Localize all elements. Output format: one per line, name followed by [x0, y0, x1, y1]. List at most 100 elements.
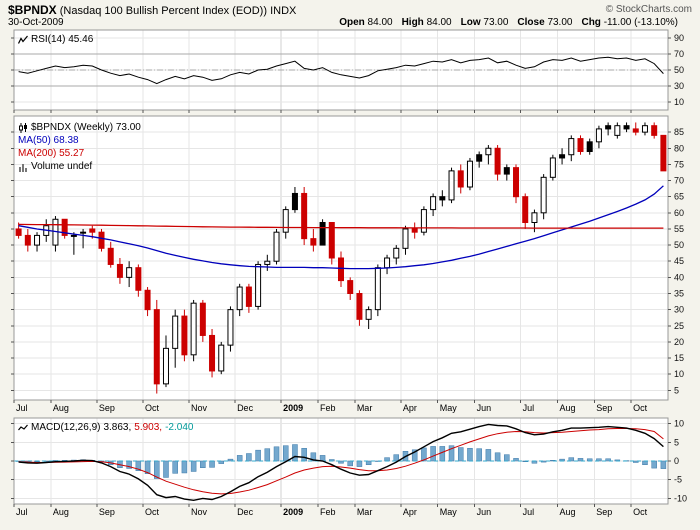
month-label: Aug — [559, 507, 575, 517]
candle-body — [70, 234, 77, 237]
month-label: Aug — [559, 403, 575, 413]
main-symbol-label: $BPNDX (Weekly) 73.00 — [31, 122, 141, 133]
quote-close-value: 73.00 — [547, 17, 573, 28]
candle-body — [448, 170, 455, 201]
month-label: 2009 — [283, 507, 303, 517]
rsi-ytick-label: 90 — [674, 33, 684, 43]
candle-body — [420, 209, 427, 233]
quote-chg-label: Chg — [581, 17, 601, 28]
candle-body — [126, 267, 133, 278]
rsi-label: RSI(14) 45.46 — [31, 34, 94, 45]
macd-histogram-bar — [282, 445, 289, 462]
macd-histogram-bar — [660, 460, 667, 469]
rsi-line — [18, 56, 664, 85]
candle-body — [522, 196, 529, 224]
macd-histogram-bar — [476, 448, 482, 462]
main-ytick-label: 60 — [674, 208, 684, 218]
month-label: Nov — [191, 507, 208, 517]
macd-histogram-bar — [292, 444, 298, 462]
candle-body — [356, 293, 363, 320]
candle-body — [310, 238, 317, 246]
quote-low: Low 73.00 — [461, 17, 509, 28]
quote-high-value: 84.00 — [426, 17, 452, 28]
macd-histogram-bar — [642, 460, 648, 465]
candle-body — [568, 138, 575, 156]
ma200-label: MA(200) 55.27 — [18, 148, 85, 159]
candle-body — [338, 257, 344, 282]
rsi-ytick-label: 30 — [674, 81, 684, 91]
macd-ytick-label: 0 — [674, 456, 679, 466]
month-label: Sep — [596, 507, 612, 517]
macd-histogram-bar — [430, 446, 436, 462]
main-ytick-label: 55 — [674, 224, 684, 234]
macd-histogram-bar — [365, 460, 372, 465]
month-label: May — [440, 507, 458, 517]
candle-body — [485, 147, 492, 156]
quote-open-value: 84.00 — [367, 17, 393, 28]
rsi-ytick-label: 50 — [674, 65, 684, 75]
main-ytick-label: 80 — [674, 143, 684, 153]
candle-body — [89, 228, 96, 233]
rsi-legend: RSI(14) 45.46 — [18, 33, 93, 46]
macd-histogram-bar — [218, 460, 225, 464]
month-label: Jun — [477, 403, 492, 413]
main-ytick-label: 15 — [674, 353, 684, 363]
candle-body — [255, 263, 262, 307]
main-legend: $BPNDX (Weekly) 73.00 MA(50) 68.38 MA(20… — [18, 121, 141, 173]
month-label: Sep — [99, 403, 115, 413]
candle-body — [245, 286, 252, 307]
month-label: Jul — [16, 403, 28, 413]
macd-hist-value: -2.040 — [165, 422, 194, 433]
candle-body — [393, 247, 400, 259]
candle-body — [595, 128, 602, 143]
macd-histogram-bar — [347, 460, 353, 467]
month-label: Sep — [596, 403, 612, 413]
month-label: Apr — [403, 507, 417, 517]
macd-value: 3.863, — [103, 422, 132, 433]
macd-ytick-label: 10 — [674, 419, 684, 429]
candle-body — [291, 192, 298, 211]
volume-label: Volume undef — [31, 161, 93, 172]
quote-open: Open 84.00 — [339, 17, 392, 28]
macd-histogram-bar — [338, 460, 344, 464]
macd-legend: MACD(12,26,9) 3.863, 5.903, -2.040 — [18, 421, 193, 434]
candle-body — [494, 147, 501, 175]
candle-body — [282, 209, 289, 233]
candle-body — [466, 160, 473, 188]
candle-body — [144, 289, 151, 311]
macd-histogram-bar — [227, 458, 234, 462]
rsi-icon — [18, 35, 28, 45]
main-ytick-label: 20 — [674, 337, 684, 347]
macd-histogram-bar — [310, 452, 317, 462]
chart-date: 30-Oct-2009 — [8, 17, 64, 28]
macd-histogram-bar — [163, 460, 169, 478]
candle-body — [162, 347, 169, 385]
macd-panel: 10 5 0 -5 -10 — [11, 417, 687, 507]
macd-histogram-bar — [246, 453, 252, 462]
candle-body — [540, 176, 547, 214]
chart-header: $BPNDX (Nasdaq 100 Bullish Percent Index… — [8, 3, 296, 17]
candle-body — [190, 302, 197, 356]
macd-histogram-bar — [273, 446, 280, 462]
macd-ytick-label: -5 — [674, 475, 682, 485]
candle-body — [623, 125, 630, 130]
month-label: Aug — [53, 403, 69, 413]
macd-ytick-label: 5 — [674, 437, 679, 447]
macd-histogram-bar — [605, 458, 611, 462]
candle-body — [98, 231, 105, 249]
month-label: Jun — [477, 507, 492, 517]
month-label: Sep — [99, 507, 115, 517]
quote-close: Close 73.00 — [517, 17, 572, 28]
candle-body — [476, 154, 483, 162]
main-ytick-label: 45 — [674, 256, 684, 266]
quote-open-label: Open — [339, 17, 365, 28]
main-ytick-label: 40 — [674, 272, 684, 282]
month-label: Oct — [145, 403, 160, 413]
macd-histogram-bar — [172, 460, 178, 474]
month-label: Oct — [145, 507, 160, 517]
main-ytick-label: 10 — [674, 369, 684, 379]
month-label: Dec — [237, 507, 254, 517]
macd-histogram-bar — [467, 448, 473, 462]
macd-histogram-bar — [651, 460, 657, 469]
